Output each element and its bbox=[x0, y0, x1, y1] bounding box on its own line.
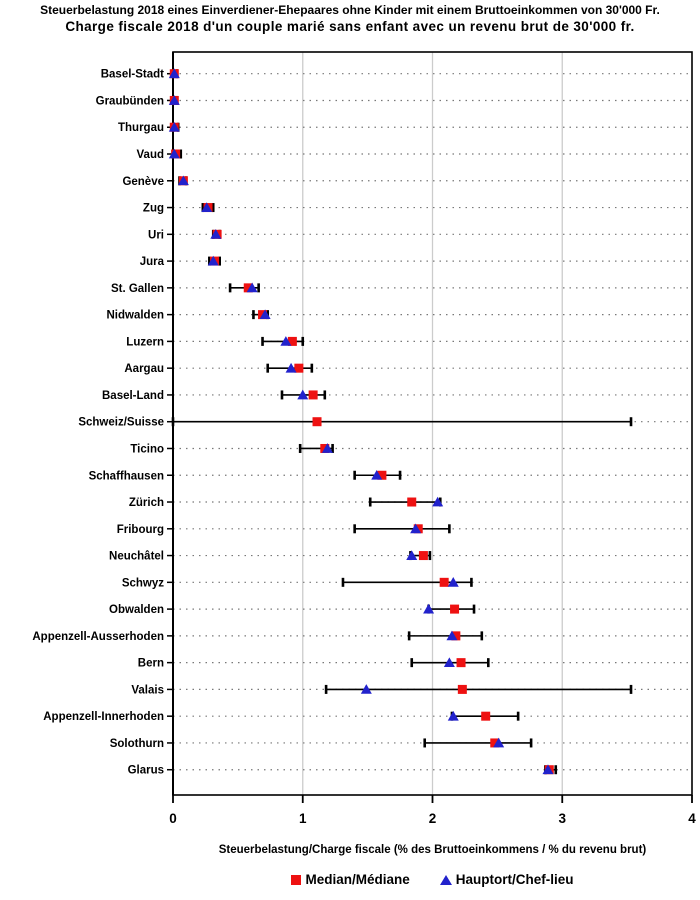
median-marker bbox=[294, 363, 304, 373]
hauptort-marker bbox=[410, 523, 422, 534]
hauptort-marker bbox=[246, 282, 258, 293]
hauptort-marker bbox=[168, 121, 180, 132]
hauptort-marker bbox=[297, 389, 309, 400]
chart-title-french: Charge fiscale 2018 d'un couple marié sa… bbox=[65, 19, 635, 34]
median-marker bbox=[407, 497, 417, 507]
y-axis-label: Obwalden bbox=[109, 604, 164, 616]
x-tick-label: 1 bbox=[299, 811, 307, 826]
hauptort-marker bbox=[168, 68, 180, 79]
legend: Median/Médiane Hauptort/Chef-lieu bbox=[173, 872, 692, 887]
hauptort-marker bbox=[280, 336, 292, 346]
y-axis-label: Genève bbox=[122, 176, 164, 188]
hauptort-marker bbox=[177, 175, 189, 186]
y-axis-label: Graubünden bbox=[96, 95, 164, 107]
x-axis-title: Steuerbelastung/Charge fiscale (% des Br… bbox=[218, 844, 647, 856]
y-axis-label: Vaud bbox=[137, 149, 164, 161]
legend-label-median: Median/Médiane bbox=[305, 872, 410, 887]
hauptort-marker bbox=[443, 657, 455, 668]
y-axis-label: Valais bbox=[131, 684, 164, 696]
hauptort-marker bbox=[210, 229, 222, 239]
median-marker bbox=[243, 283, 253, 293]
y-axis-label: Basel-Stadt bbox=[101, 69, 164, 81]
median-square-icon bbox=[291, 874, 302, 885]
y-axis-label: Nidwalden bbox=[106, 310, 164, 322]
median-marker bbox=[451, 631, 461, 641]
hauptort-marker bbox=[168, 148, 180, 159]
hauptort-marker bbox=[432, 496, 444, 507]
y-axis-label: Zug bbox=[143, 203, 164, 215]
hauptort-marker bbox=[168, 95, 180, 105]
y-axis-label: Glarus bbox=[128, 765, 164, 777]
hauptort-marker bbox=[201, 202, 213, 212]
y-axis-label: Thurgau bbox=[118, 122, 164, 134]
median-marker bbox=[439, 577, 449, 587]
median-marker bbox=[456, 658, 466, 668]
legend-label-hauptort: Hauptort/Chef-lieu bbox=[455, 872, 574, 887]
hauptort-marker bbox=[207, 255, 219, 266]
hauptort-marker bbox=[259, 309, 271, 320]
hauptort-marker bbox=[406, 550, 418, 560]
median-marker bbox=[287, 336, 297, 346]
hauptort-marker bbox=[493, 737, 505, 748]
y-axis-label: Jura bbox=[140, 256, 165, 268]
hauptort-marker bbox=[447, 710, 459, 721]
median-marker bbox=[308, 390, 318, 400]
median-marker bbox=[312, 417, 322, 427]
y-axis-label: Luzern bbox=[126, 336, 164, 348]
chart-title-german: Steuerbelastung 2018 eines Einverdiener-… bbox=[40, 3, 660, 17]
hauptort-triangle-icon bbox=[439, 874, 452, 885]
hauptort-marker bbox=[371, 469, 383, 480]
median-marker bbox=[418, 551, 428, 561]
y-axis-label: Aargau bbox=[124, 363, 164, 375]
y-axis-label: Ticino bbox=[130, 443, 164, 455]
y-axis-label: Basel-Land bbox=[102, 390, 164, 402]
legend-item-median: Median/Médiane bbox=[291, 872, 410, 887]
hauptort-marker bbox=[542, 764, 554, 775]
y-axis-label: Appenzell-Ausserhoden bbox=[32, 631, 164, 643]
hauptort-marker bbox=[447, 577, 459, 587]
y-axis-label: St. Gallen bbox=[111, 283, 164, 295]
median-marker bbox=[481, 711, 491, 721]
x-tick-label: 3 bbox=[558, 811, 566, 826]
y-axis-label: Schweiz/Suisse bbox=[78, 417, 164, 429]
y-axis-label: Solothurn bbox=[110, 738, 164, 750]
y-axis-label: Schwyz bbox=[122, 577, 164, 589]
x-tick-label: 0 bbox=[169, 811, 177, 826]
median-marker bbox=[490, 738, 500, 748]
y-axis-label: Schaffhausen bbox=[89, 470, 164, 482]
median-marker bbox=[457, 684, 467, 694]
median-marker bbox=[450, 604, 460, 614]
x-tick-label: 2 bbox=[429, 811, 437, 826]
hauptort-marker bbox=[360, 684, 372, 694]
y-axis-label: Neuchâtel bbox=[109, 551, 164, 563]
y-axis-label: Fribourg bbox=[117, 524, 164, 536]
hauptort-marker bbox=[446, 630, 458, 641]
y-axis-label: Bern bbox=[138, 658, 164, 670]
y-axis-label: Zürich bbox=[129, 497, 164, 509]
hauptort-marker bbox=[423, 603, 435, 614]
y-axis-label: Uri bbox=[148, 229, 164, 241]
hauptort-marker bbox=[285, 362, 297, 373]
median-marker bbox=[377, 470, 387, 480]
hauptort-marker bbox=[321, 443, 333, 453]
x-tick-label: 4 bbox=[688, 811, 696, 826]
y-axis-label: Appenzell-Innerhoden bbox=[43, 711, 164, 723]
legend-item-hauptort: Hauptort/Chef-lieu bbox=[439, 872, 574, 887]
